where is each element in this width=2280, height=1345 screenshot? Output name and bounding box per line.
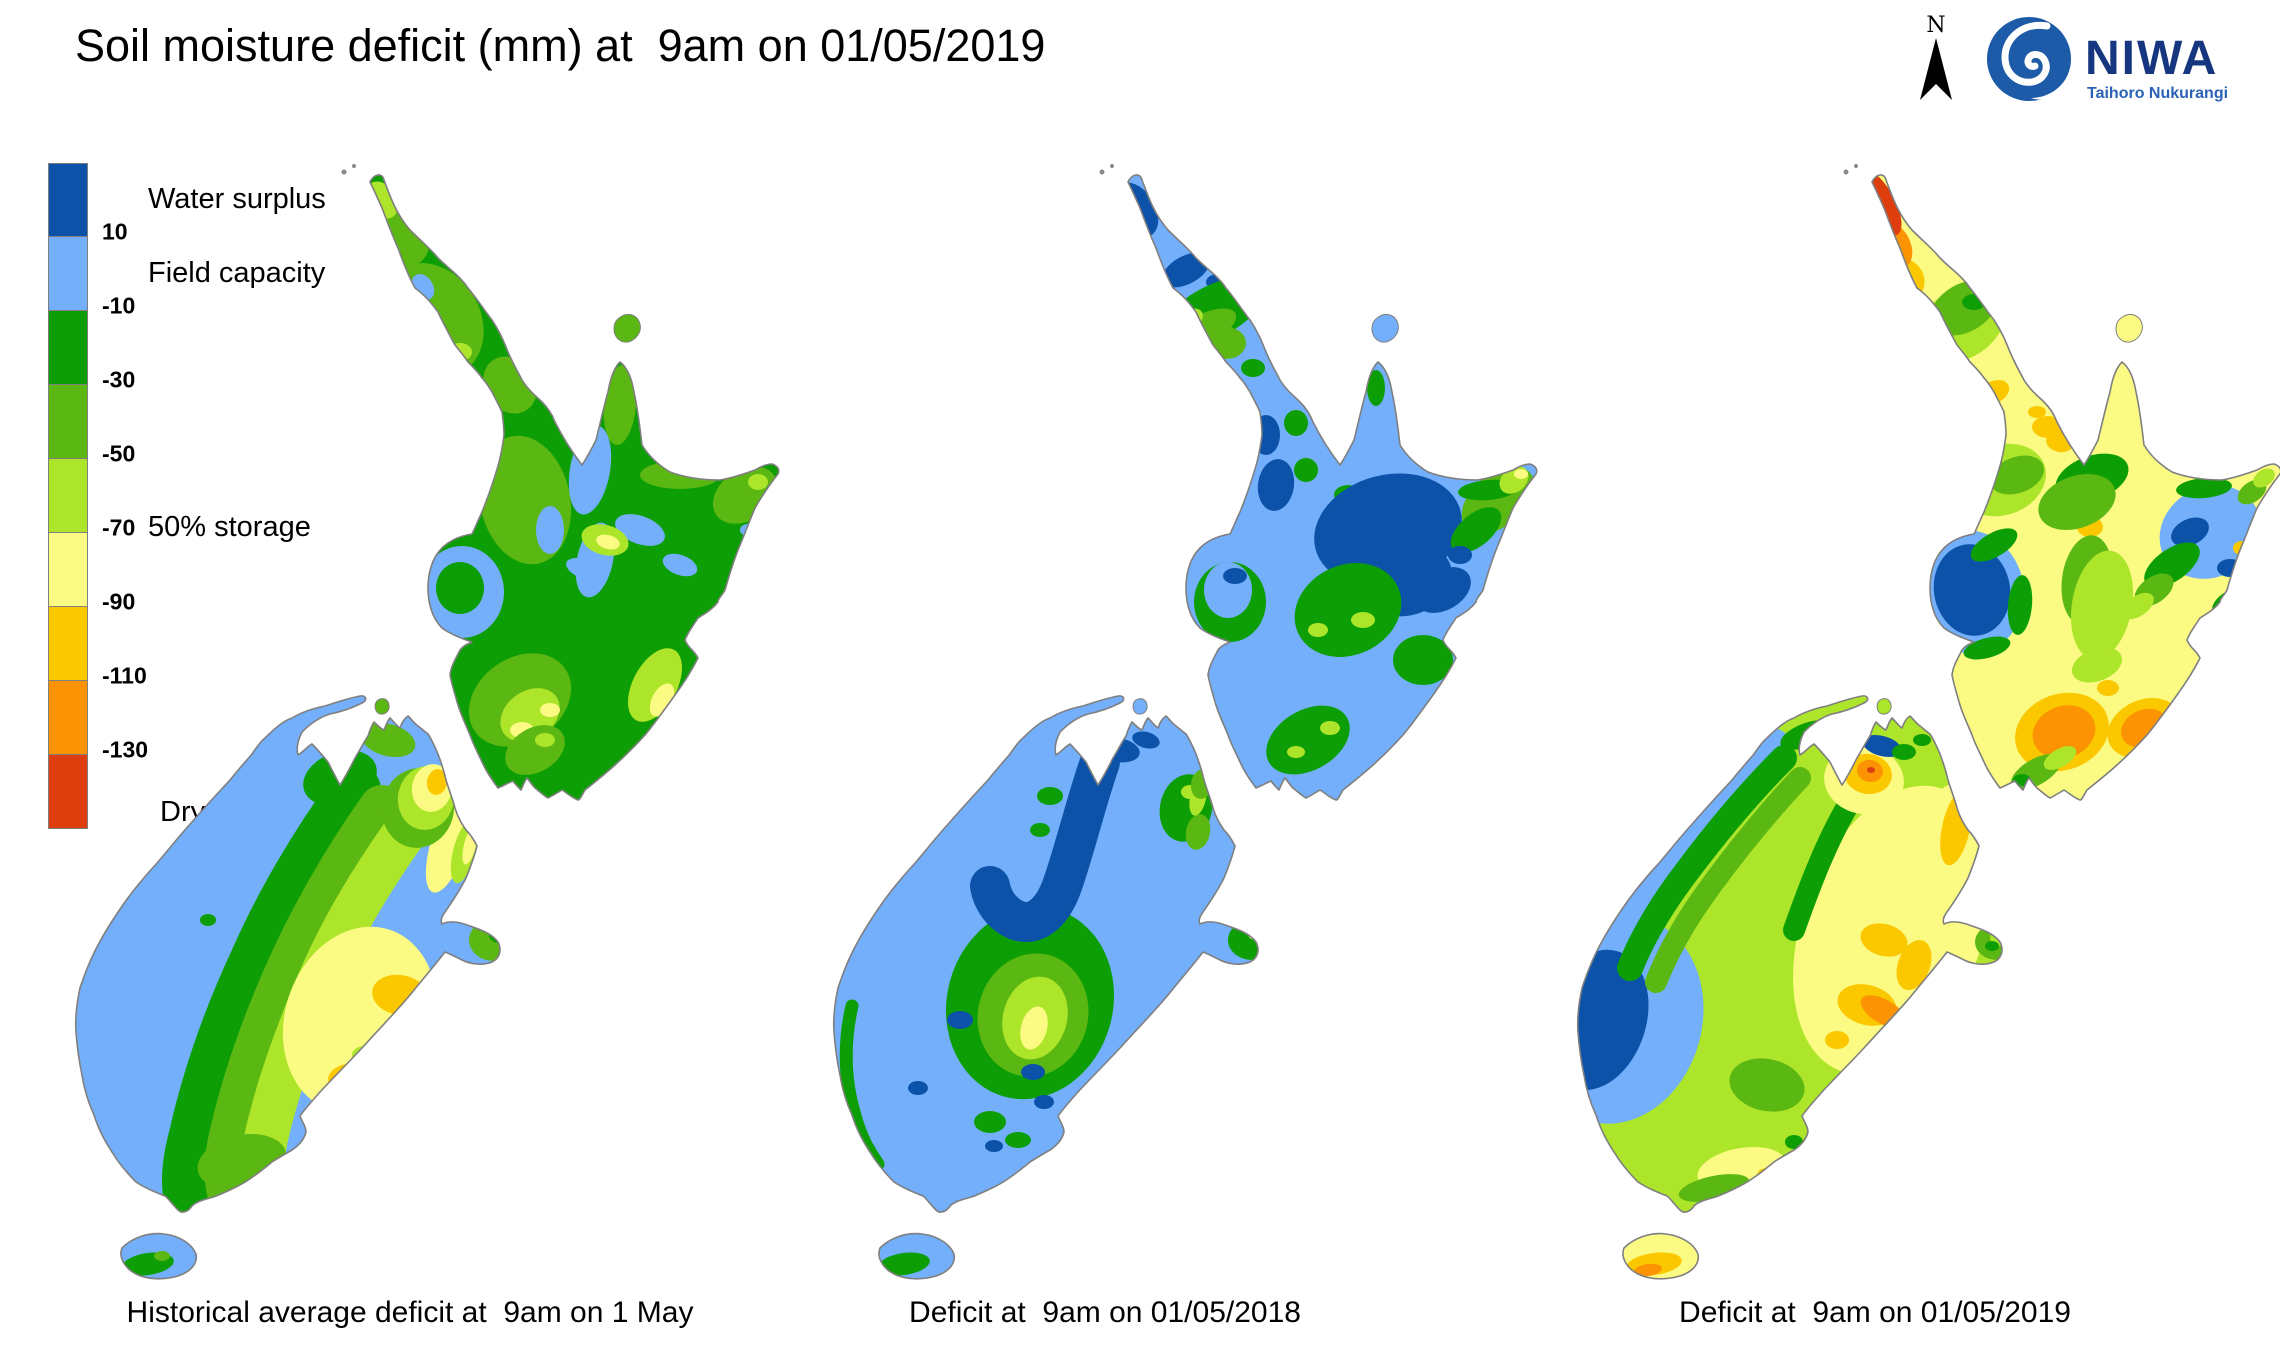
- legend-tick: -10: [102, 292, 136, 319]
- legend-tick: -90: [102, 588, 136, 615]
- map-deficit-2018: [832, 164, 1538, 1280]
- niwa-swirl-icon: [2001, 21, 2051, 86]
- niwa-swirl-leaf: [2031, 68, 2072, 100]
- stewart-island-contours: [1622, 1233, 1699, 1279]
- north-arrow-icon: N: [1920, 13, 1952, 100]
- map-historical-average: [74, 164, 780, 1280]
- niwa-logo-subtitle: Taihoro Nukurangi: [2087, 85, 2228, 102]
- north-arrow-label: N: [1926, 13, 1945, 38]
- caption-historical-average: Historical average deficit at 9am on 1 M…: [126, 1296, 694, 1329]
- caption-2019: Deficit at 9am on 01/05/2019: [1679, 1296, 2071, 1329]
- color-scale-legend: 10 -10 -30 -50 -70 -90 -110 -130 Water s…: [48, 163, 408, 843]
- niwa-logo: NIWA Taihoro Nukurangi: [1987, 17, 2228, 102]
- stewart-island-contours: [120, 1233, 197, 1279]
- legend-swatch: [48, 385, 88, 459]
- legend-swatch-water-surplus: [48, 163, 88, 237]
- south-island-contours: [1577, 695, 2003, 1213]
- caption-2018: Deficit at 9am on 01/05/2018: [909, 1296, 1301, 1329]
- legend-swatch: [48, 311, 88, 385]
- legend-swatch: [48, 459, 88, 533]
- legend-swatch: [48, 607, 88, 681]
- south-island-contours: [833, 695, 1259, 1213]
- page-title: Soil moisture deficit (mm) at 9am on 01/…: [75, 20, 1046, 71]
- legend-swatch: [48, 681, 88, 755]
- legend-tick: -110: [102, 662, 147, 689]
- stewart-island-contours: [878, 1233, 955, 1279]
- legend-swatch-field-capacity: [48, 237, 88, 311]
- map-deficit-2019: [1576, 164, 2280, 1280]
- legend-tick: -130: [102, 736, 149, 763]
- legend-swatch-column: [48, 163, 88, 829]
- north-arrow-pointer: [1920, 38, 1952, 100]
- legend-tick: 10: [102, 218, 128, 245]
- legend-label-50-storage: 50% storage: [148, 511, 311, 543]
- legend-swatch-50-storage: [48, 533, 88, 607]
- legend-tick: -30: [102, 366, 136, 393]
- niwa-logo-text: NIWA: [2085, 32, 2218, 85]
- legend-tick: -70: [102, 514, 136, 541]
- legend-swatch-dry: [48, 755, 88, 829]
- legend-tick: -50: [102, 440, 136, 467]
- south-island-contours: [75, 695, 501, 1213]
- legend-label-water-surplus: Water surplus: [148, 183, 326, 215]
- legend-label-field-capacity: Field capacity: [148, 257, 326, 289]
